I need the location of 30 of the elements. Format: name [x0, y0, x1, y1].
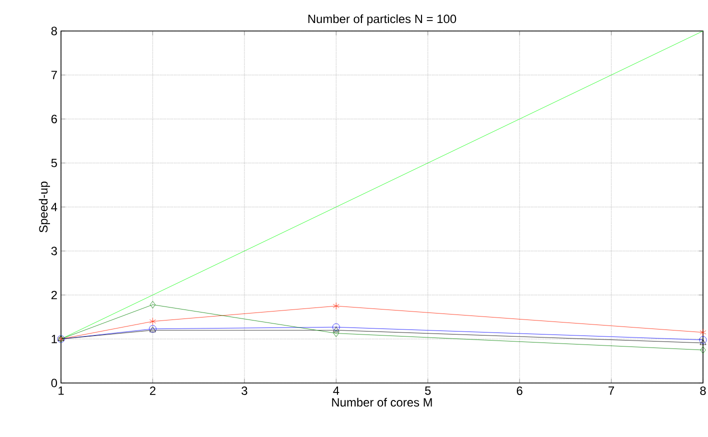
point: [332, 302, 340, 310]
point: [699, 336, 707, 344]
chart-title: Number of particles N = 100: [308, 14, 456, 26]
point: [332, 323, 340, 331]
point: [333, 330, 339, 337]
x-tick-label: 7: [608, 386, 614, 395]
point: [149, 318, 156, 326]
y-tick-label: 4: [51, 202, 58, 212]
y-tick-label: 0: [51, 378, 58, 388]
point: [150, 300, 156, 308]
y-tick-label: 5: [51, 158, 57, 168]
x-tick-label: 5: [425, 386, 431, 395]
x-tick-label: 6: [516, 386, 522, 395]
x-tick-label: 3: [242, 386, 248, 395]
y-tick-label: 1: [52, 334, 57, 344]
x-tick-label: 2: [150, 386, 156, 395]
x-axis-title: Number of cores M: [332, 398, 432, 407]
x-tick-label: 8: [700, 386, 706, 395]
y-tick-label: 6: [51, 114, 57, 124]
y-tick-label: 7: [51, 70, 57, 80]
y-tick-label: 2: [51, 290, 57, 300]
point: [700, 346, 706, 354]
point: [700, 339, 706, 345]
y-axis-title: Speed-up: [38, 182, 50, 232]
x-tick-label: 4: [333, 386, 340, 395]
y-tick-label: 3: [51, 246, 57, 256]
point: [700, 328, 706, 336]
x-tick-label: 1: [58, 386, 64, 395]
point: [332, 326, 340, 332]
y-tick-label: 8: [51, 26, 57, 36]
